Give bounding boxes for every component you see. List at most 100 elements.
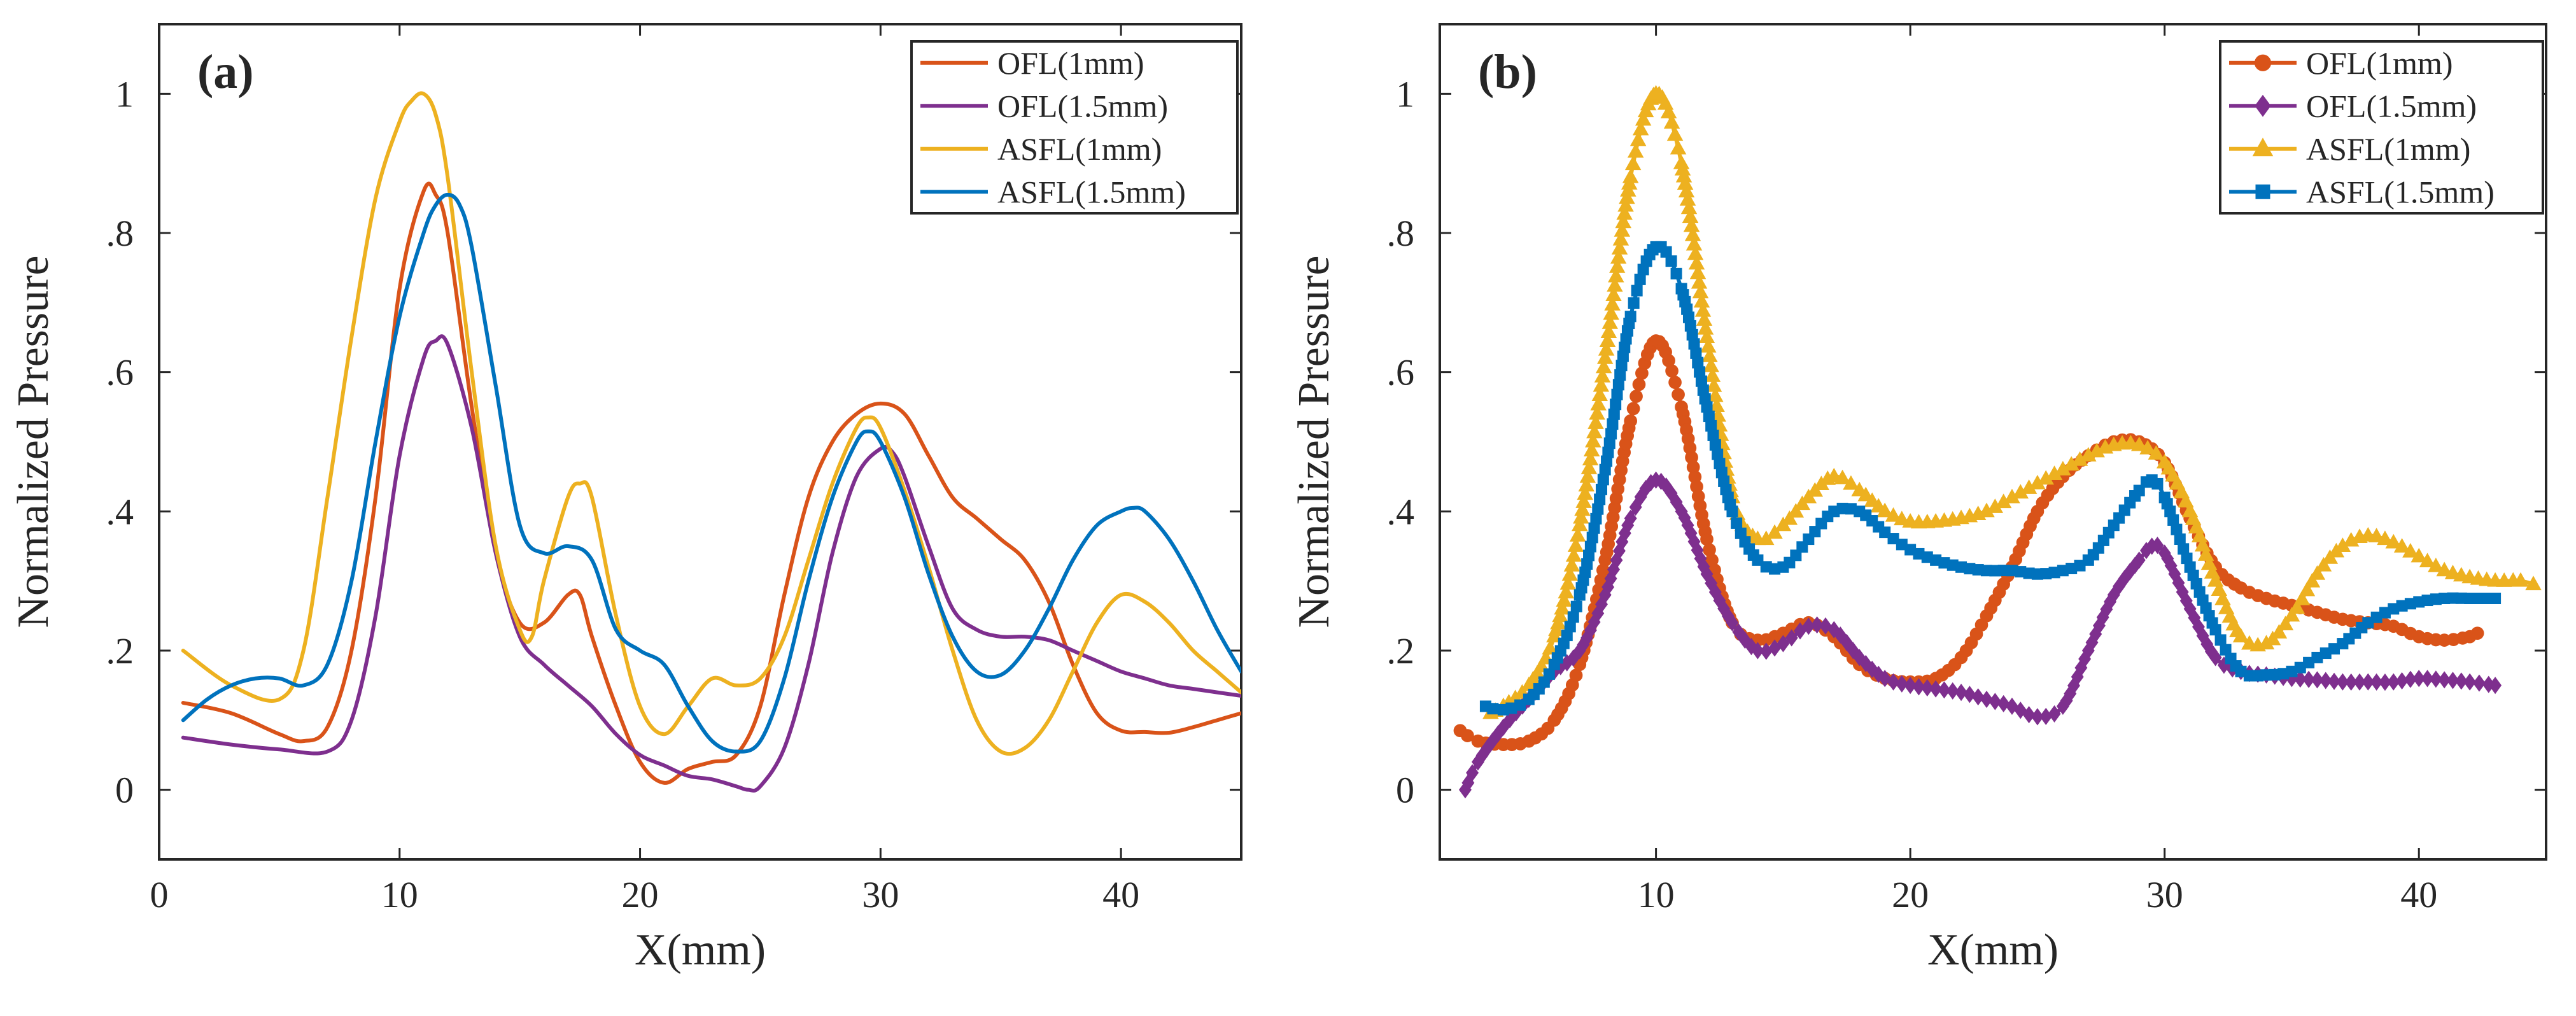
data-point-b-asfl-1-5mm bbox=[1594, 493, 1606, 505]
data-point-b-asfl-1-5mm bbox=[1605, 428, 1617, 440]
data-point-b-asfl-1mm bbox=[1660, 103, 1677, 118]
data-point-b-asfl-1mm bbox=[2402, 542, 2419, 558]
legend-marker-b-ofl-1-5mm bbox=[2255, 94, 2271, 117]
x-tick-label-a: 40 bbox=[1102, 874, 1139, 915]
data-point-b-asfl-1-5mm bbox=[2174, 533, 2186, 545]
data-point-b-asfl-1mm bbox=[1876, 502, 1893, 518]
data-point-b-ofl-1-5mm bbox=[1624, 509, 1637, 527]
data-point-b-ofl-1-5mm bbox=[1887, 673, 1900, 691]
data-point-b-asfl-1mm bbox=[1595, 358, 1612, 374]
data-point-b-asfl-1mm bbox=[1781, 510, 1798, 525]
data-point-b-ofl-1-5mm bbox=[2472, 674, 2486, 692]
data-point-b-asfl-1-5mm bbox=[1514, 699, 1526, 711]
data-point-b-asfl-1mm bbox=[2148, 445, 2165, 460]
data-point-b-asfl-1mm bbox=[2419, 553, 2436, 568]
data-point-b-ofl-1mm bbox=[1668, 376, 1682, 390]
data-point-b-asfl-1-5mm bbox=[2151, 477, 2164, 490]
data-point-b-asfl-1mm bbox=[1550, 614, 1566, 630]
data-point-b-ofl-1-5mm bbox=[2361, 673, 2375, 691]
data-point-b-ofl-1-5mm bbox=[2022, 706, 2036, 724]
data-point-b-asfl-1mm bbox=[1577, 485, 1593, 500]
data-point-b-asfl-1mm bbox=[1552, 607, 1568, 623]
y-tick-label-a: .8 bbox=[106, 213, 134, 254]
data-point-b-ofl-1-5mm bbox=[1946, 682, 1959, 700]
data-point-b-ofl-1-5mm bbox=[1912, 678, 1925, 696]
data-point-b-ofl-1-5mm bbox=[1955, 684, 1968, 702]
data-point-b-ofl-1mm bbox=[2470, 626, 2484, 640]
data-point-b-asfl-1-5mm bbox=[1590, 512, 1602, 525]
data-point-b-asfl-1-5mm bbox=[2133, 484, 2145, 497]
data-point-b-asfl-1mm bbox=[1542, 640, 1558, 655]
data-point-b-asfl-1-5mm bbox=[1567, 611, 1579, 623]
data-point-b-asfl-1-5mm bbox=[1887, 533, 1899, 545]
legend-label-a-asfl-1mm: ASFL(1mm) bbox=[997, 131, 1162, 167]
data-point-b-asfl-1-5mm bbox=[2489, 593, 2502, 604]
data-point-b-asfl-1mm bbox=[2270, 624, 2288, 639]
x-tick-label-b: 10 bbox=[1638, 874, 1675, 915]
data-point-b-asfl-1mm bbox=[1583, 442, 1600, 456]
data-point-b-ofl-1-5mm bbox=[1988, 693, 2002, 710]
data-point-b-asfl-1mm bbox=[1589, 405, 1605, 420]
data-point-b-asfl-1-5mm bbox=[1610, 399, 1622, 411]
axes-box-a bbox=[158, 23, 1242, 861]
data-point-b-ofl-1-5mm bbox=[2353, 673, 2366, 691]
data-point-b-asfl-1-5mm bbox=[1879, 526, 1891, 539]
data-point-b-ofl-1-5mm bbox=[1785, 629, 1798, 647]
data-point-b-ofl-1-5mm bbox=[1904, 677, 1917, 695]
data-point-b-asfl-1mm bbox=[1627, 143, 1644, 158]
data-point-b-asfl-1mm bbox=[1616, 205, 1633, 220]
data-point-b-asfl-1mm bbox=[1590, 395, 1607, 411]
data-point-b-asfl-1mm bbox=[1632, 120, 1649, 136]
y-tick-label-a: 1 bbox=[115, 73, 134, 115]
data-point-b-asfl-1mm bbox=[1585, 432, 1601, 448]
data-point-b-ofl-1-5mm bbox=[2302, 670, 2316, 688]
data-point-b-ofl-1-5mm bbox=[1629, 498, 1642, 516]
x-tick-label-b: 30 bbox=[2146, 874, 2183, 915]
data-point-b-asfl-1mm bbox=[1624, 155, 1642, 171]
panel-label-b: (b) bbox=[1478, 45, 1537, 99]
data-point-b-ofl-1-5mm bbox=[1777, 635, 1790, 653]
legend-marker-b-ofl-1mm bbox=[2254, 54, 2272, 71]
data-point-b-asfl-1mm bbox=[2277, 616, 2294, 631]
x-tick-label-a: 20 bbox=[622, 874, 659, 915]
data-point-b-ofl-1mm bbox=[1569, 668, 1583, 682]
legend-a: OFL(1mm) OFL(1.5mm) ASFL(1mm) ASFL(1.5mm) bbox=[910, 40, 1239, 215]
data-point-b-ofl-1mm bbox=[1672, 388, 1685, 402]
y-tick-label-a: .4 bbox=[106, 491, 134, 532]
data-point-b-asfl-1-5mm bbox=[2209, 624, 2221, 636]
data-point-b-asfl-1mm bbox=[2525, 575, 2542, 591]
data-point-b-asfl-1mm bbox=[2411, 547, 2427, 563]
data-point-b-asfl-1mm bbox=[1565, 547, 1582, 562]
data-point-b-ofl-1-5mm bbox=[2344, 673, 2358, 691]
data-point-b-asfl-1mm bbox=[1575, 493, 1592, 508]
data-point-b-ofl-1-5mm bbox=[1997, 695, 2010, 713]
data-point-b-ofl-1-5mm bbox=[2311, 671, 2324, 689]
data-point-b-asfl-1mm bbox=[2377, 530, 2393, 546]
data-point-b-asfl-1mm bbox=[2315, 556, 2332, 572]
data-point-b-ofl-1-5mm bbox=[1751, 642, 1764, 660]
data-point-b-asfl-1mm bbox=[2368, 528, 2385, 542]
axes-box-b bbox=[1439, 23, 2547, 861]
data-point-b-asfl-1-5mm bbox=[1624, 311, 1636, 323]
x-axis-label-a: X(mm) bbox=[635, 926, 766, 975]
data-point-b-ofl-1-5mm bbox=[2132, 551, 2146, 569]
data-point-b-asfl-1mm bbox=[1612, 230, 1629, 246]
data-point-b-asfl-1mm bbox=[1608, 267, 1624, 283]
data-point-b-asfl-1mm bbox=[1615, 213, 1631, 229]
data-point-b-ofl-1-5mm bbox=[1929, 680, 1943, 698]
data-point-b-asfl-1mm bbox=[2385, 533, 2402, 549]
series-group-b bbox=[1453, 85, 2542, 799]
data-point-b-asfl-1mm bbox=[2428, 558, 2444, 572]
y-tick-label-b: 0 bbox=[1396, 770, 1414, 811]
data-point-b-ofl-1-5mm bbox=[2336, 673, 2349, 691]
data-point-b-asfl-1mm bbox=[1787, 503, 1805, 518]
data-point-b-asfl-1mm bbox=[1578, 477, 1595, 491]
data-point-b-asfl-1-5mm bbox=[1487, 703, 1499, 715]
data-point-b-asfl-1-5mm bbox=[1595, 483, 1607, 495]
data-point-b-asfl-1mm bbox=[1573, 509, 1589, 524]
x-tick-label-b: 40 bbox=[2400, 874, 2437, 915]
data-point-b-asfl-1mm bbox=[2309, 565, 2326, 580]
data-point-b-asfl-1mm bbox=[1635, 111, 1652, 126]
